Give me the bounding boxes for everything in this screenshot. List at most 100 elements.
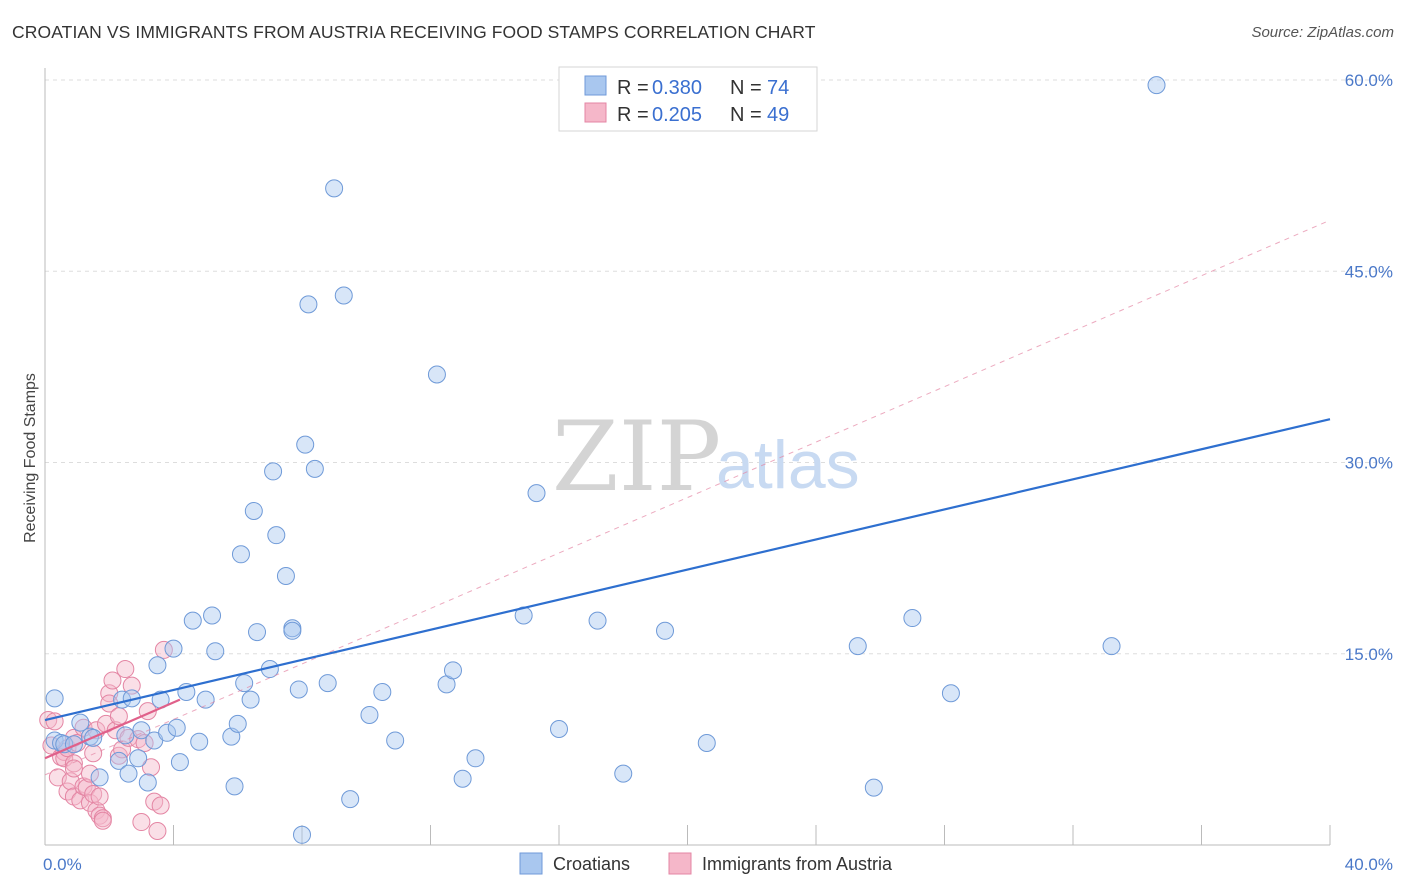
croatian-point [148,656,167,675]
immigrant-point [90,787,109,806]
croatian-point [848,637,867,656]
croatian-point [614,764,633,783]
legend-label-croatians[interactable]: Croatians [553,854,630,874]
croatian-point [656,621,675,640]
immigrants-trend-extended [44,219,1331,776]
stat-r-label-1: R = [617,77,649,99]
croatian-point [190,732,209,751]
croatian-point [132,721,151,740]
croatian-point [341,790,360,809]
immigrant-point [64,759,83,778]
croatian-point [203,606,222,625]
y-tick-label: 60.0% [1345,71,1393,90]
immigrant-point [148,821,167,840]
immigrant-point [109,707,128,726]
immigrant-point [142,758,161,777]
immigrant-point [90,806,109,825]
croatian-point [45,689,64,708]
chart-title: CROATIAN VS IMMIGRANTS FROM AUSTRIA RECE… [12,22,816,42]
croatian-point [90,768,109,787]
stat-n-label-2: N = [730,104,762,126]
croatian-point [296,435,315,454]
croatian-point [196,690,215,709]
croatian-point [116,726,135,745]
croatian-point [453,769,472,788]
croatian-point [299,295,318,314]
x-tick-label: 0.0% [43,855,82,874]
tick-labels: 15.0% 30.0% 45.0% 60.0% 0.0% 40.0% [43,71,1393,874]
croatian-point [325,179,344,198]
croatians-swatch [584,75,607,96]
croatian-point [170,753,189,772]
immigrants-swatch [584,102,607,123]
legend-swatch-immigrants[interactable] [668,852,692,875]
croatian-point [427,365,446,384]
immigrants-trendline [44,698,181,760]
immigrant-point [151,796,170,815]
immigrant-point [113,740,132,759]
watermark-atlas: atlas [716,427,860,503]
watermark-zip: ZIP [552,401,721,513]
croatian-point [235,674,254,693]
croatian-point [225,777,244,796]
croatian-point [1102,637,1121,656]
croatian-point [164,639,183,658]
x-tick-label: 40.0% [1345,855,1393,874]
croatian-point [941,684,960,703]
legend-label-immigrants[interactable]: Immigrants from Austria [702,854,893,874]
legend-swatch-croatians[interactable] [519,852,543,875]
croatian-point [443,661,462,680]
croatian-point [264,462,283,481]
stats-box: R = 0.380 N = 74 R = 0.205 N = 49 [558,66,818,132]
croatians-points [45,76,1166,844]
croatian-point [386,731,405,750]
immigrant-point [122,676,141,695]
immigrant-point [93,811,112,830]
croatian-point [167,718,186,737]
croatians-trendline [44,418,1331,722]
croatian-point [183,611,202,630]
croatian-point [305,459,324,478]
y-tick-label: 45.0% [1345,262,1393,281]
trendlines [44,219,1331,776]
legend: Croatians Immigrants from Austria [519,852,893,875]
immigrant-point [77,778,96,797]
stat-r-value-2: 0.205 [652,104,702,126]
y-tick-label: 30.0% [1345,454,1393,473]
immigrant-point [87,801,106,820]
axes [44,68,1331,846]
croatian-point [360,705,379,724]
croatian-point [231,545,250,564]
croatian-point [466,749,485,768]
stat-r-label-2: R = [617,104,649,126]
immigrant-point [103,671,122,690]
croatian-point [267,526,286,545]
croatian-point [71,713,90,732]
croatian-point [293,825,311,844]
immigrant-point [154,640,173,659]
immigrant-point [80,764,99,783]
source-label: Source: ZipAtlas.com [1251,24,1394,41]
croatian-point [903,609,922,628]
croatian-point [283,621,302,640]
croatian-point [244,501,263,520]
croatian-point [228,714,247,733]
stat-n-value-2: 49 [767,104,789,126]
croatian-point [373,683,392,701]
croatian-point [206,642,225,661]
y-axis-title: Receiving Food Stamps [22,373,39,543]
croatian-point [158,723,177,742]
immigrant-point [132,813,151,832]
croatian-point [697,734,716,752]
croatian-point [109,751,128,770]
croatian-point [1147,76,1166,95]
stat-n-label-1: N = [730,77,762,99]
croatian-point [864,778,883,797]
immigrants-from-austria-points [39,640,173,840]
croatian-point [129,749,148,768]
croatian-point [276,566,295,585]
croatian-point [119,764,138,783]
stat-r-value-1: 0.380 [652,77,702,99]
immigrant-point [84,744,103,763]
